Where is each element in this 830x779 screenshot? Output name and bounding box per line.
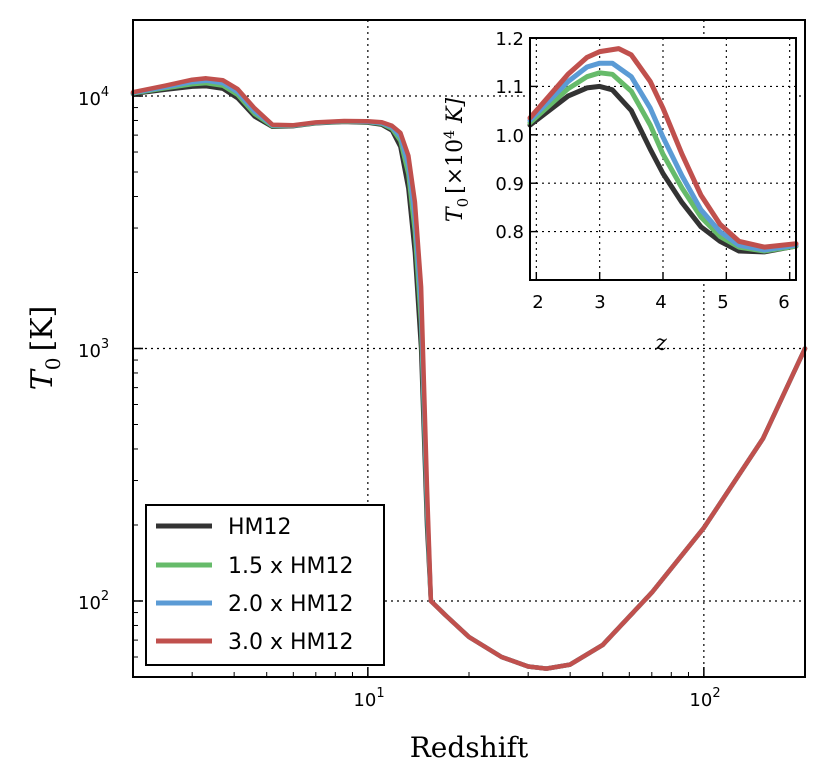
main-plot-frame [132, 19, 806, 678]
main-series-line-3-0-x-hm12 [130, 76, 808, 671]
inset-frame [529, 37, 797, 281]
inset-x-tick-label-2: 2 [532, 292, 543, 313]
inset-series-line-hm12 [527, 83, 799, 255]
legend-label-1-5x: 1.5 x HM12 [228, 554, 354, 579]
inset-y-tick-label-1-0: 1.0 [495, 126, 524, 147]
main-y-tick-label-10000: 104 [78, 85, 109, 110]
main-y-axis-title: T0[K] [25, 306, 65, 391]
legend: HM12 1.5 x HM12 2.0 x HM12 3.0 x HM12 [145, 504, 385, 666]
legend-box [145, 504, 385, 666]
inset-y-tick-label-0-8: 0.8 [495, 222, 524, 243]
legend-label-hm12: HM12 [228, 515, 292, 540]
inset-x-tick-label-5: 5 [717, 292, 728, 313]
inset-plot: 2 3 4 5 6 0.8 0.9 1.0 1.1 1.2 z T0[×104 … [442, 29, 799, 356]
main-y-tick-label-1000: 103 [78, 337, 109, 362]
main-series [130, 76, 808, 671]
inset-y-axis-title: T0[×104 K] [442, 97, 472, 222]
inset-x-axis-title: z [654, 331, 667, 356]
main-x-tick-label-10: 101 [353, 686, 384, 711]
main-x-axis-title: Redshift [410, 731, 529, 764]
legend-label-2-0x: 2.0 x HM12 [228, 592, 354, 617]
inset-y-tick-label-0-9: 0.9 [495, 174, 524, 195]
main-x-tick-label-100: 102 [689, 686, 720, 711]
inset-x-tick-label-4: 4 [655, 292, 666, 313]
inset-series-line-2-0-x-hm12 [527, 60, 799, 253]
inset-x-tick-label-6: 6 [778, 292, 789, 313]
inset-x-tick-label-3: 3 [594, 292, 605, 313]
legend-label-3-0x: 3.0 x HM12 [228, 630, 354, 655]
main-y-tick-label-100: 102 [78, 589, 109, 614]
inset-y-tick-label-1-1: 1.1 [495, 77, 524, 98]
inset-series-line-3-0-x-hm12 [527, 46, 799, 250]
inset-y-tick-label-1-2: 1.2 [495, 29, 524, 50]
inset-series [527, 46, 799, 255]
